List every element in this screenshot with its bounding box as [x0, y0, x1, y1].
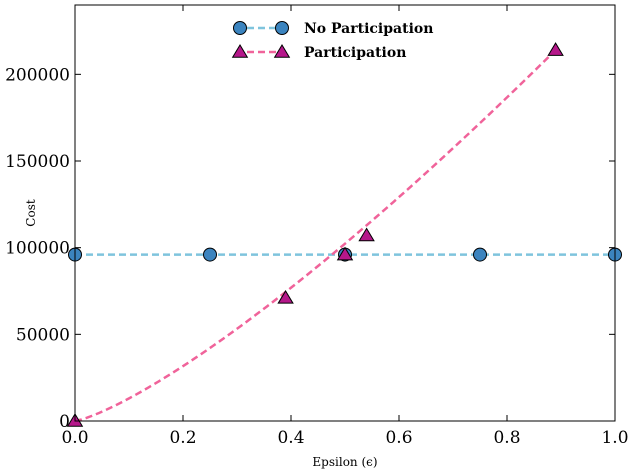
series-markers — [66, 42, 622, 427]
x-tick-label: 0.2 — [169, 428, 196, 448]
series-point-circle — [473, 247, 487, 262]
series-point-triangle — [547, 42, 564, 56]
series-layer — [66, 42, 622, 427]
y-tick-label: 50000 — [16, 325, 70, 345]
legend: No Participation Participation — [231, 21, 433, 61]
x-axis-label: Epsilon (ϵ) — [312, 455, 377, 469]
ticks-layer: 0.0 0.2 0.4 0.6 0.8 1.0 0 50000 100000 150000 2000… — [5, 5, 629, 448]
y-tick-label: 200000 — [5, 65, 70, 85]
series-point-triangle — [358, 227, 375, 242]
series-point-circle — [203, 247, 217, 262]
legend-marker-triangle — [231, 44, 249, 58]
y-axis-label: Cost — [24, 199, 38, 227]
legend-marker-triangle — [273, 44, 291, 58]
y-tick-label: 150000 — [5, 152, 70, 172]
x-tick-label: 0.6 — [385, 428, 412, 448]
legend-marker-circle — [275, 21, 289, 35]
legend-label: No Participation — [304, 21, 433, 37]
x-tick-label: 0.4 — [277, 428, 304, 448]
x-tick-label: 0.0 — [61, 428, 88, 448]
y-tick-label: 100000 — [5, 239, 70, 259]
plot-frame — [74, 4, 616, 422]
legend-label: Participation — [304, 45, 406, 61]
legend-marker-circle — [233, 21, 247, 35]
series-lines — [75, 49, 615, 421]
series-point-triangle — [336, 246, 354, 261]
x-tick-label: 1.0 — [601, 428, 628, 448]
y-tick-label: 0 — [59, 412, 70, 432]
x-tick-label: 0.8 — [493, 428, 520, 448]
series-line-1 — [75, 49, 557, 421]
series-point-triangle — [277, 289, 294, 304]
